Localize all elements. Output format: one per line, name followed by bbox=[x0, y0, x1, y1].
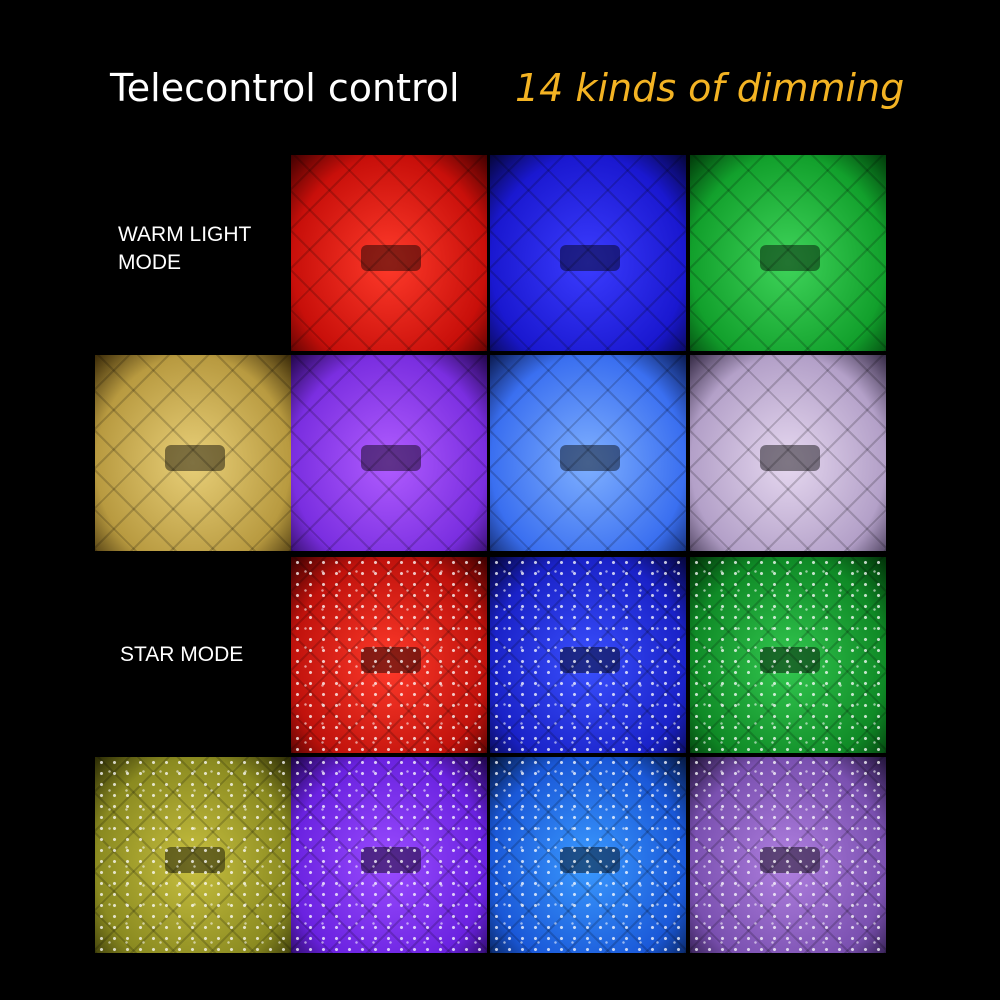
photo-white bbox=[690, 355, 886, 551]
sparkles bbox=[95, 757, 291, 953]
photo-yellow bbox=[95, 355, 291, 551]
sparkles bbox=[490, 557, 686, 753]
photo-star-purple bbox=[291, 757, 487, 953]
photo-star-red bbox=[291, 557, 487, 753]
photo-star-green bbox=[690, 557, 886, 753]
photo-green bbox=[690, 155, 886, 351]
photo-star-yellow bbox=[95, 757, 291, 953]
sparkles bbox=[291, 557, 487, 753]
photo-purple bbox=[291, 355, 487, 551]
warm-label: WARM LIGHT MODE bbox=[118, 221, 251, 277]
sparkles bbox=[690, 557, 886, 753]
photo-star-blue bbox=[490, 557, 686, 753]
sparkles bbox=[490, 757, 686, 953]
photo-star-sky bbox=[490, 757, 686, 953]
sparkles bbox=[690, 757, 886, 953]
photo-blue bbox=[490, 155, 686, 351]
photo-star-lavender bbox=[690, 757, 886, 953]
sparkles bbox=[291, 757, 487, 953]
label-line: WARM LIGHT bbox=[118, 223, 252, 246]
star-label: STAR MODE bbox=[120, 643, 244, 666]
photo-red bbox=[291, 155, 487, 351]
heading-right: 14 kinds of dimming bbox=[515, 66, 905, 110]
heading-left: Telecontrol control bbox=[110, 66, 460, 110]
label-line: MODE bbox=[118, 251, 181, 274]
photo-light-blue bbox=[490, 355, 686, 551]
